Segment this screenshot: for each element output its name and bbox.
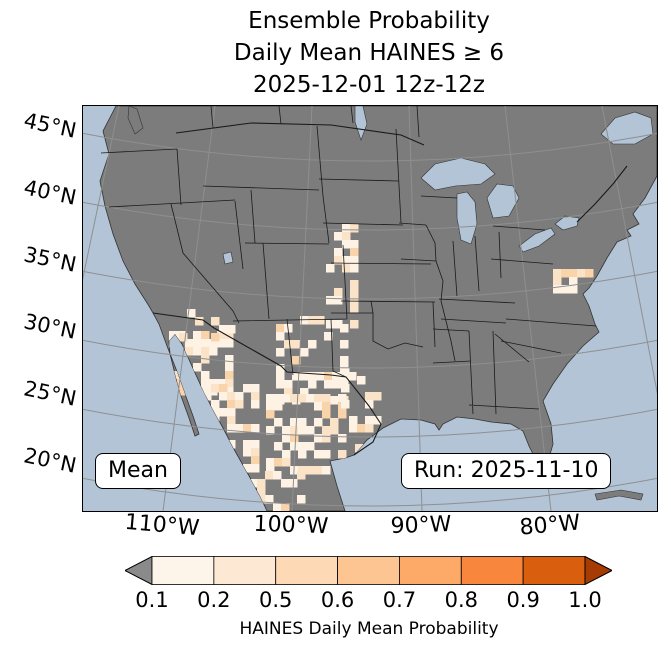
- colorbar-graphic: [123, 555, 614, 586]
- colorbar-tick: 0.6: [320, 588, 355, 612]
- map-axes: [82, 105, 658, 512]
- latitude-axis-label: 30°N: [21, 309, 79, 344]
- latitude-axis-label: 25°N: [21, 376, 79, 411]
- colorbar: [123, 555, 614, 586]
- plot-title-line-3: 2025-12-01 12z-12z: [253, 72, 485, 98]
- graticule-lines: [83, 106, 657, 511]
- longitude-axis-label: 90°W: [390, 511, 452, 540]
- state-borders: [100, 106, 597, 415]
- islands: [127, 106, 644, 501]
- lakes: [222, 106, 654, 265]
- colorbar-tick: 0.7: [382, 588, 417, 612]
- colorbar-tick: 1.0: [568, 588, 602, 612]
- plot-title-line-1: Ensemble Probability: [248, 8, 490, 34]
- longitude-axis-label: 110°W: [123, 509, 201, 542]
- latitude-axis-label: 40°N: [21, 175, 79, 210]
- colorbar-tick: 0.2: [197, 588, 231, 612]
- mean-annotation-box: Mean: [95, 453, 181, 489]
- longitude-axis-label: 100°W: [253, 511, 329, 540]
- probability-shading: [169, 224, 594, 511]
- colorbar-label: HAINES Daily Mean Probability: [239, 619, 499, 639]
- latitude-axis-label: 20°N: [21, 443, 79, 478]
- run-annotation-box: Run: 2025-11-10: [401, 453, 612, 489]
- colorbar-tick: 0.5: [259, 588, 293, 612]
- latitude-axis-label: 45°N: [21, 108, 79, 143]
- national-borders: [152, 122, 628, 456]
- latitude-axis-label: 35°N: [21, 242, 79, 277]
- plot-title-line-2: Daily Mean HAINES ≥ 6: [233, 40, 505, 66]
- colorbar-tick: 0.9: [506, 588, 540, 612]
- colorbar-tick: 0.8: [444, 588, 478, 612]
- longitude-axis-label: 80°W: [518, 510, 582, 541]
- colorbar-tick: 0.1: [135, 588, 169, 612]
- map-plot: [83, 106, 657, 511]
